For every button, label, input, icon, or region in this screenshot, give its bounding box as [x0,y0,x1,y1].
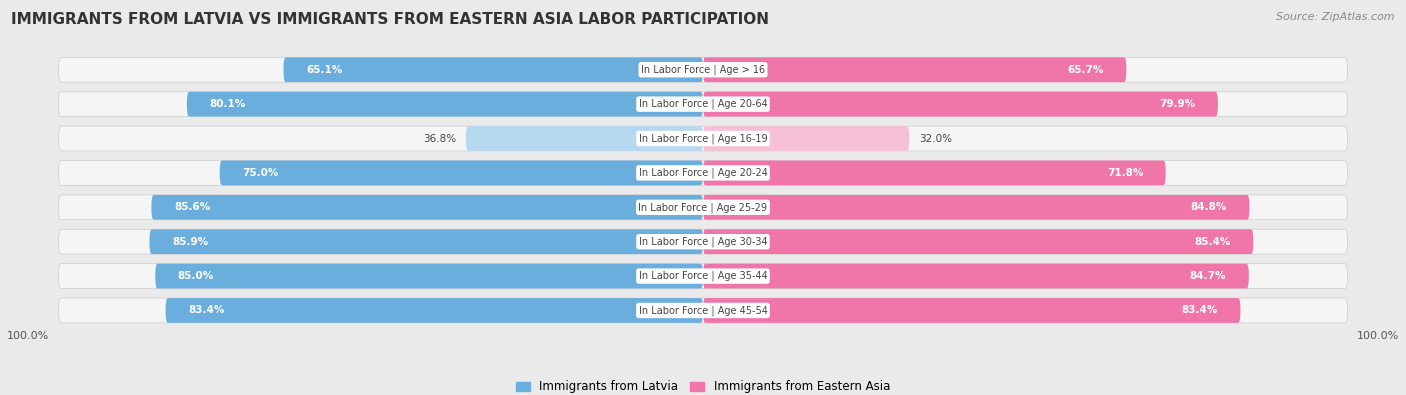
FancyBboxPatch shape [703,160,1166,185]
Text: 85.6%: 85.6% [174,202,209,212]
FancyBboxPatch shape [703,195,1250,220]
Text: 84.8%: 84.8% [1191,202,1227,212]
Text: 71.8%: 71.8% [1107,168,1143,178]
FancyBboxPatch shape [59,298,1347,323]
Text: 36.8%: 36.8% [423,134,456,143]
FancyBboxPatch shape [152,195,703,220]
Text: 65.1%: 65.1% [307,65,342,75]
Text: In Labor Force | Age 30-34: In Labor Force | Age 30-34 [638,237,768,247]
Text: 83.4%: 83.4% [188,305,225,316]
Text: IMMIGRANTS FROM LATVIA VS IMMIGRANTS FROM EASTERN ASIA LABOR PARTICIPATION: IMMIGRANTS FROM LATVIA VS IMMIGRANTS FRO… [11,12,769,27]
FancyBboxPatch shape [703,57,1126,82]
FancyBboxPatch shape [465,126,703,151]
FancyBboxPatch shape [284,57,703,82]
FancyBboxPatch shape [703,126,910,151]
FancyBboxPatch shape [59,229,1347,254]
Text: 80.1%: 80.1% [209,99,246,109]
FancyBboxPatch shape [166,298,703,323]
Text: In Labor Force | Age 20-64: In Labor Force | Age 20-64 [638,99,768,109]
FancyBboxPatch shape [59,264,1347,288]
Text: 75.0%: 75.0% [242,168,278,178]
FancyBboxPatch shape [59,92,1347,117]
Text: In Labor Force | Age 35-44: In Labor Force | Age 35-44 [638,271,768,281]
FancyBboxPatch shape [703,298,1240,323]
FancyBboxPatch shape [59,126,1347,151]
FancyBboxPatch shape [155,264,703,288]
Text: In Labor Force | Age 20-24: In Labor Force | Age 20-24 [638,167,768,178]
Text: 85.4%: 85.4% [1195,237,1230,247]
Text: In Labor Force | Age > 16: In Labor Force | Age > 16 [641,64,765,75]
Text: 85.0%: 85.0% [177,271,214,281]
Text: 83.4%: 83.4% [1181,305,1218,316]
Text: 84.7%: 84.7% [1189,271,1226,281]
FancyBboxPatch shape [149,229,703,254]
Text: 65.7%: 65.7% [1067,65,1104,75]
Text: Source: ZipAtlas.com: Source: ZipAtlas.com [1277,12,1395,22]
FancyBboxPatch shape [219,160,703,185]
Text: In Labor Force | Age 45-54: In Labor Force | Age 45-54 [638,305,768,316]
FancyBboxPatch shape [187,92,703,117]
Text: 100.0%: 100.0% [7,331,49,341]
Text: 100.0%: 100.0% [1357,331,1399,341]
Text: In Labor Force | Age 25-29: In Labor Force | Age 25-29 [638,202,768,213]
Text: In Labor Force | Age 16-19: In Labor Force | Age 16-19 [638,133,768,144]
Text: 32.0%: 32.0% [920,134,952,143]
Text: 85.9%: 85.9% [172,237,208,247]
Legend: Immigrants from Latvia, Immigrants from Eastern Asia: Immigrants from Latvia, Immigrants from … [510,376,896,395]
FancyBboxPatch shape [703,264,1249,288]
Text: 79.9%: 79.9% [1159,99,1195,109]
FancyBboxPatch shape [59,160,1347,185]
FancyBboxPatch shape [703,229,1253,254]
FancyBboxPatch shape [703,92,1218,117]
FancyBboxPatch shape [59,195,1347,220]
FancyBboxPatch shape [59,57,1347,82]
